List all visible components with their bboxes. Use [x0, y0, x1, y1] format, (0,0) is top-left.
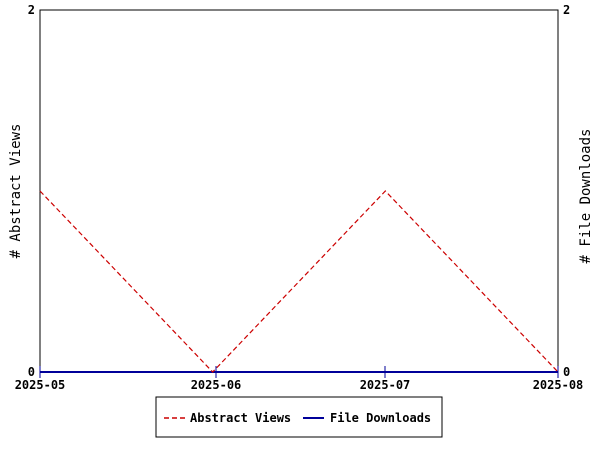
- x-tick-label-1: 2025-06: [191, 378, 242, 392]
- legend: Abstract Views File Downloads: [155, 396, 443, 438]
- x-tick-label-2: 2025-07: [360, 378, 411, 392]
- series-line-abstract-views: [39, 190, 559, 373]
- right-y-axis-label: # File Downloads: [578, 129, 594, 264]
- legend-label-abstract-views: Abstract Views: [190, 411, 291, 425]
- left-y-tick-label-bottom: 0: [28, 365, 35, 379]
- legend-label-file-downloads: File Downloads: [330, 411, 431, 425]
- right-y-tick-label-bottom: 0: [563, 365, 570, 379]
- x-axis-labels: 2025-05 2025-06 2025-07 2025-08: [15, 378, 584, 392]
- x-tick-label-0: 2025-05: [15, 378, 66, 392]
- left-y-axis: 2 0 # Abstract Views: [8, 3, 35, 379]
- plot-area: [39, 9, 559, 373]
- left-y-tick-label-top: 2: [28, 3, 35, 17]
- right-y-tick-label-top: 2: [563, 3, 570, 17]
- right-y-axis: 2 0 # File Downloads: [563, 3, 594, 379]
- left-y-axis-label: # Abstract Views: [8, 124, 24, 259]
- legend-box: [155, 396, 443, 438]
- x-tick-label-3: 2025-08: [533, 378, 584, 392]
